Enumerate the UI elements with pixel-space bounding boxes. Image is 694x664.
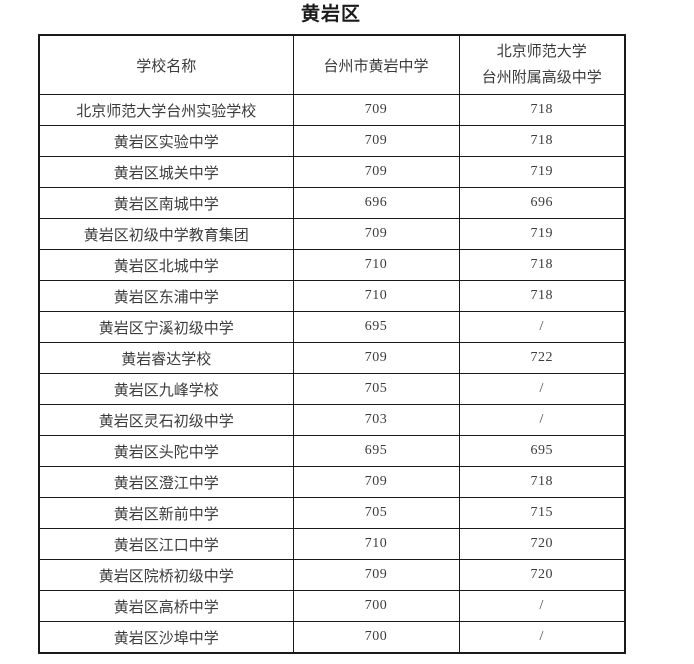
bnu-score-cell: 720 [458, 559, 626, 591]
school-name-cell: 北京师范大学台州实验学校 [38, 94, 294, 126]
huangyan-score-cell: 695 [292, 435, 460, 467]
huangyan-score-cell: 705 [292, 373, 460, 405]
school-name-cell: 黄岩睿达学校 [38, 342, 294, 374]
huangyan-score-cell: 703 [292, 404, 460, 436]
school-name-cell: 黄岩区沙埠中学 [38, 621, 294, 654]
bnu-score-cell: 718 [458, 125, 626, 157]
bnu-score-cell: 719 [458, 218, 626, 250]
huangyan-score-cell: 709 [292, 466, 460, 498]
school-name-cell: 黄岩区头陀中学 [38, 435, 294, 467]
huangyan-score-cell: 710 [292, 528, 460, 560]
school-name-cell: 黄岩区新前中学 [38, 497, 294, 529]
huangyan-score-cell: 696 [292, 187, 460, 219]
school-name-cell: 黄岩区高桥中学 [38, 590, 294, 622]
school-name-cell: 黄岩区初级中学教育集团 [38, 218, 294, 250]
bnu-score-cell: 695 [458, 435, 626, 467]
table-row: 黄岩区澄江中学 709 718 [38, 466, 626, 498]
header-bnu-school-line1: 北京师范大学 [496, 44, 587, 60]
table-row: 黄岩区头陀中学 695 695 [38, 435, 626, 467]
table-row: 黄岩区新前中学 705 715 [38, 497, 626, 529]
table-row: 黄岩区南城中学 696 696 [38, 187, 626, 219]
table-header: 学校名称 台州市黄岩中学 北京师范大学 台州附属高级中学 [38, 34, 626, 95]
huangyan-score-cell: 709 [292, 218, 460, 250]
huangyan-score-cell: 710 [292, 249, 460, 281]
table-body: 北京师范大学台州实验学校 709 718 黄岩区实验中学 709 718 黄岩区… [38, 94, 626, 654]
table-row: 黄岩区江口中学 710 720 [38, 528, 626, 560]
table-row: 黄岩睿达学校 709 722 [38, 342, 626, 374]
bnu-score-cell: 718 [458, 466, 626, 498]
table-row: 黄岩区沙埠中学 700 / [38, 621, 626, 654]
header-bnu-school-line2: 台州附属高级中学 [481, 70, 602, 86]
table-row: 黄岩区城关中学 709 719 [38, 156, 626, 188]
table-row: 北京师范大学台州实验学校 709 718 [38, 94, 626, 126]
table-row: 黄岩区九峰学校 705 / [38, 373, 626, 405]
huangyan-score-cell: 709 [292, 94, 460, 126]
table-row: 黄岩区实验中学 709 718 [38, 125, 626, 157]
header-school-name: 学校名称 [38, 34, 294, 95]
bnu-score-cell: 696 [458, 187, 626, 219]
huangyan-score-cell: 695 [292, 311, 460, 343]
score-table: 学校名称 台州市黄岩中学 北京师范大学 台州附属高级中学 北京师范大学台州实验学… [38, 34, 626, 654]
school-name-cell: 黄岩区实验中学 [38, 125, 294, 157]
huangyan-score-cell: 700 [292, 621, 460, 654]
school-name-cell: 黄岩区东浦中学 [38, 280, 294, 312]
table-row: 黄岩区宁溪初级中学 695 / [38, 311, 626, 343]
huangyan-score-cell: 709 [292, 156, 460, 188]
school-name-cell: 黄岩区南城中学 [38, 187, 294, 219]
table-row: 黄岩区灵石初级中学 703 / [38, 404, 626, 436]
huangyan-score-cell: 710 [292, 280, 460, 312]
table-row: 黄岩区东浦中学 710 718 [38, 280, 626, 312]
bnu-score-cell: / [458, 373, 626, 405]
school-name-cell: 黄岩区澄江中学 [38, 466, 294, 498]
bnu-score-cell: / [458, 590, 626, 622]
table-row: 黄岩区院桥初级中学 709 720 [38, 559, 626, 591]
school-name-cell: 黄岩区院桥初级中学 [38, 559, 294, 591]
bnu-score-cell: 718 [458, 249, 626, 281]
bnu-score-cell: 722 [458, 342, 626, 374]
header-bnu-school: 北京师范大学 台州附属高级中学 [458, 34, 626, 95]
huangyan-score-cell: 705 [292, 497, 460, 529]
header-huangyan-school: 台州市黄岩中学 [292, 34, 460, 95]
page-container: 黄岩区 学校名称 台州市黄岩中学 北京师范大学 台州附属高级中学 北京师范大学台… [38, 0, 626, 654]
table-row: 黄岩区高桥中学 700 / [38, 590, 626, 622]
bnu-score-cell: 718 [458, 94, 626, 126]
page-title: 黄岩区 [300, 4, 361, 25]
bnu-score-cell: / [458, 621, 626, 654]
school-name-cell: 黄岩区江口中学 [38, 528, 294, 560]
bnu-score-cell: 715 [458, 497, 626, 529]
school-name-cell: 黄岩区九峰学校 [38, 373, 294, 405]
bnu-score-cell: / [458, 404, 626, 436]
huangyan-score-cell: 709 [292, 559, 460, 591]
huangyan-score-cell: 709 [292, 342, 460, 374]
school-name-cell: 黄岩区北城中学 [38, 249, 294, 281]
bnu-score-cell: 718 [458, 280, 626, 312]
table-row: 黄岩区初级中学教育集团 709 719 [38, 218, 626, 250]
huangyan-score-cell: 709 [292, 125, 460, 157]
table-row: 黄岩区北城中学 710 718 [38, 249, 626, 281]
school-name-cell: 黄岩区宁溪初级中学 [38, 311, 294, 343]
bnu-score-cell: 719 [458, 156, 626, 188]
header-row: 学校名称 台州市黄岩中学 北京师范大学 台州附属高级中学 [38, 34, 626, 95]
bnu-score-cell: 720 [458, 528, 626, 560]
huangyan-score-cell: 700 [292, 590, 460, 622]
school-name-cell: 黄岩区城关中学 [38, 156, 294, 188]
school-name-cell: 黄岩区灵石初级中学 [38, 404, 294, 436]
bnu-score-cell: / [458, 311, 626, 343]
